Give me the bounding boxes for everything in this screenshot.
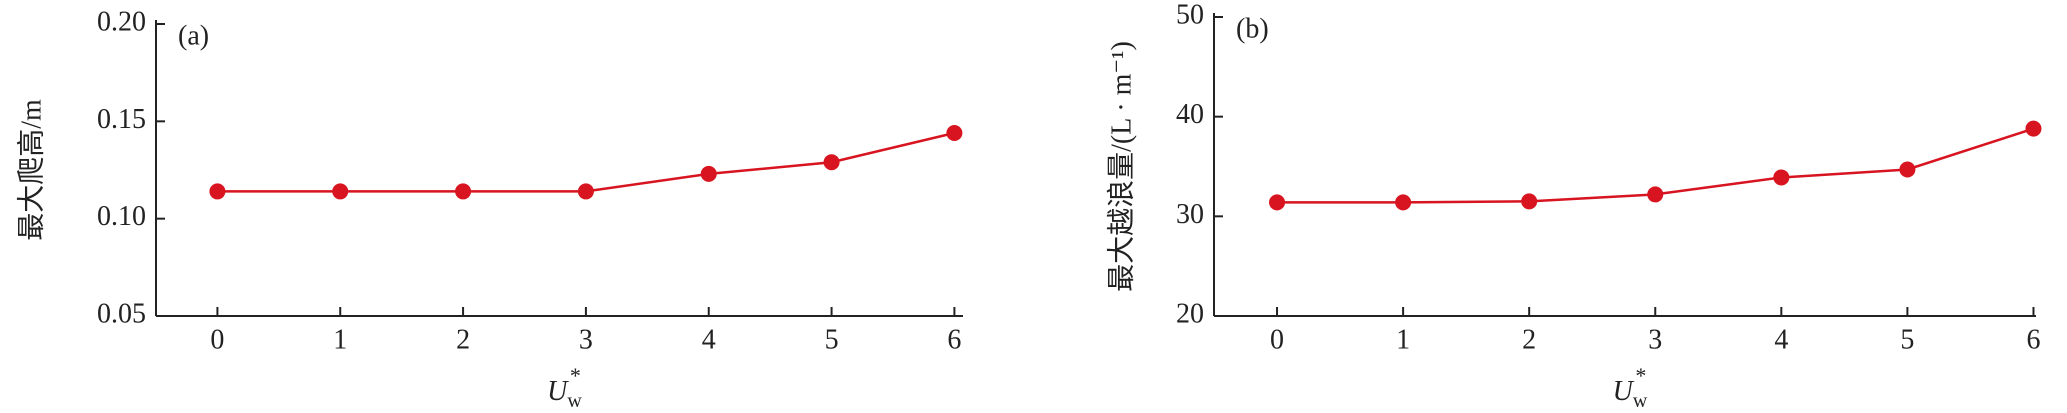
series-line (217, 131, 955, 193)
y-axis-label: 最大越浪量/(L · m⁻¹) (1105, 41, 1137, 292)
data-point (1773, 169, 1790, 186)
x-tick-label: 4 (702, 324, 716, 355)
data-point (1521, 193, 1538, 210)
data-point (1395, 194, 1412, 211)
x-tick-label: 5 (1900, 324, 1914, 355)
y-axis-label: 最大爬高/m (15, 99, 47, 241)
x-tick-label: 4 (1774, 324, 1788, 355)
y-tick-label: 0.20 (97, 6, 146, 37)
x-tick-label: 3 (579, 324, 593, 355)
data-point (700, 165, 717, 182)
y-tick-label: 20 (1176, 298, 1204, 329)
x-label-sup: * (1635, 363, 1646, 388)
x-label-main: U (547, 376, 569, 407)
y-tick-label: 40 (1176, 99, 1204, 130)
x-axis-label: Uw* (1613, 363, 1648, 412)
data-point (946, 125, 963, 142)
x-tick-label: 3 (1648, 324, 1662, 355)
panel-label: (a) (178, 20, 209, 51)
x-label-sup: * (570, 363, 581, 388)
x-label-sub: w (567, 390, 582, 412)
data-point (823, 154, 840, 171)
x-tick-label: 5 (825, 324, 839, 355)
x-label-sub: w (1633, 390, 1648, 412)
x-label-main: U (1613, 376, 1635, 407)
data-point (2025, 120, 2042, 137)
x-tick-label: 1 (333, 324, 347, 355)
x-tick-label: 2 (1522, 324, 1536, 355)
panel-label: (b) (1236, 13, 1269, 44)
data-point (1647, 186, 1664, 203)
y-tick-label: 0.05 (97, 298, 146, 329)
x-axis-label: Uw* (547, 363, 582, 412)
x-tick-label: 1 (1396, 324, 1410, 355)
x-tick-label: 6 (2026, 324, 2040, 355)
x-tick-label: 0 (1270, 324, 1284, 355)
x-tick-label: 6 (947, 324, 961, 355)
data-point (1269, 194, 1286, 211)
y-tick-label: 50 (1176, 0, 1204, 30)
data-point (1899, 161, 1916, 178)
data-point (332, 183, 349, 200)
x-tick-label: 2 (456, 324, 470, 355)
data-point (209, 183, 226, 200)
y-tick-label: 30 (1176, 199, 1204, 230)
y-tick-label: 0.15 (97, 104, 146, 135)
data-point (455, 183, 472, 200)
x-tick-label: 0 (210, 324, 224, 355)
y-tick-label: 0.10 (97, 201, 146, 232)
data-point (577, 183, 594, 200)
